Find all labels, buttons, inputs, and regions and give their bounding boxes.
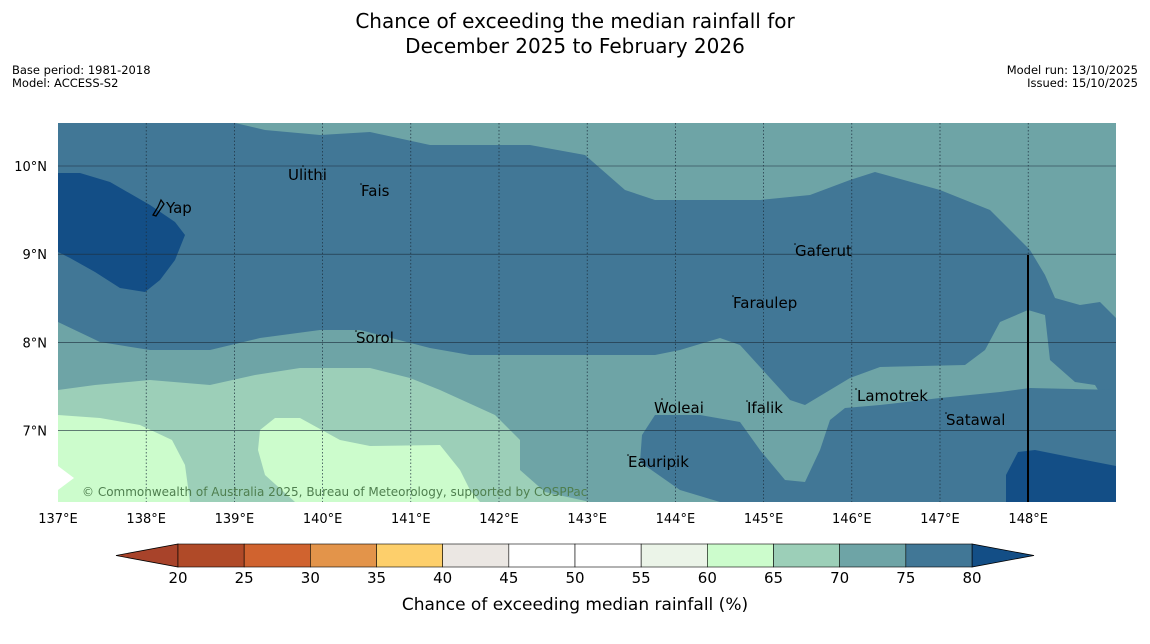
meta-right: Model run: 13/10/2025 Issued: 15/10/2025 xyxy=(1007,64,1138,90)
place-dot-woleai xyxy=(661,398,663,400)
lon-tick-label: 148°E xyxy=(1008,512,1048,527)
colorbar-under-arrow xyxy=(115,543,179,568)
place-lamotrek: Lamotrek xyxy=(857,387,928,405)
chart-title: Chance of exceeding the median rainfall … xyxy=(0,9,1150,59)
colorbar-tick-label: 20 xyxy=(168,569,187,587)
base-period: Base period: 1981-2018 xyxy=(12,63,151,77)
colorbar-swatch xyxy=(310,543,377,568)
colorbar-tick-label: 25 xyxy=(235,569,254,587)
lat-tick-label: 8°N xyxy=(23,336,48,351)
region-60-65-west xyxy=(58,415,190,502)
title-line-2: December 2025 to February 2026 xyxy=(405,34,745,58)
place-eauripik: Eauripik xyxy=(628,453,689,471)
colorbar: 20 25 30 35 40 45 50 55 60 65 70 75 80 xyxy=(115,543,1035,587)
colorbar-swatch xyxy=(442,543,510,568)
place-fais: Fais xyxy=(361,182,390,200)
colorbar-tick-label: 55 xyxy=(632,569,651,587)
place-ulithi: Ulithi xyxy=(288,166,327,184)
place-dot-lamotrek-2 xyxy=(941,398,943,400)
place-dot-ifalik xyxy=(746,400,748,402)
colorbar-swatch xyxy=(376,543,443,568)
latitude-ticks: 10°N 9°N 8°N 7°N xyxy=(14,160,47,440)
colorbar-swatch xyxy=(243,543,311,568)
region-over-80-east xyxy=(1006,450,1116,502)
lon-tick-label: 145°E xyxy=(744,512,784,527)
place-yap: Yap xyxy=(165,199,192,217)
lat-tick-label: 7°N xyxy=(23,425,48,440)
colorbar-swatch xyxy=(574,543,642,568)
region-75-80-south xyxy=(640,388,1116,502)
lon-tick-label: 142°E xyxy=(479,512,519,527)
copyright-text: © Commonwealth of Australia 2025, Bureau… xyxy=(82,485,587,499)
place-dot-fais xyxy=(360,183,362,185)
lon-tick-label: 144°E xyxy=(656,512,696,527)
colorbar-tick-label: 40 xyxy=(433,569,452,587)
title-line-1: Chance of exceeding the median rainfall … xyxy=(355,9,795,33)
colorbar-label: Chance of exceeding median rainfall (%) xyxy=(402,595,748,615)
place-faraulep: Faraulep xyxy=(733,294,797,312)
lon-tick-label: 138°E xyxy=(126,512,166,527)
colorbar-swatch xyxy=(707,543,774,568)
colorbar-swatch xyxy=(905,543,973,568)
model-name: Model: ACCESS-S2 xyxy=(12,76,119,90)
lat-tick-label: 9°N xyxy=(23,248,48,263)
place-dot-satawal xyxy=(945,412,947,414)
lon-tick-label: 140°E xyxy=(303,512,343,527)
colorbar-swatch xyxy=(177,543,245,568)
place-ifalik: Ifalik xyxy=(747,399,783,417)
colorbar-tick-label: 30 xyxy=(301,569,320,587)
colorbar-tick-label: 80 xyxy=(962,569,981,587)
colorbar-tick-label: 45 xyxy=(499,569,518,587)
place-dot-faraulep xyxy=(732,295,734,297)
colorbar-swatch xyxy=(773,543,840,568)
colorbar-tick-label: 35 xyxy=(367,569,386,587)
region-60-65-central xyxy=(258,418,480,502)
place-sorol: Sorol xyxy=(356,329,394,347)
place-labels: Yap Ulithi Fais Gaferut Faraulep Sorol W… xyxy=(165,165,1005,471)
colorbar-tick-label: 75 xyxy=(896,569,915,587)
meta-left: Base period: 1981-2018 Model: ACCESS-S2 xyxy=(12,64,151,90)
colorbar-over-arrow xyxy=(971,543,1035,568)
issued-date: Issued: 15/10/2025 xyxy=(1027,76,1138,90)
lon-tick-label: 139°E xyxy=(215,512,255,527)
region-50-55 xyxy=(58,466,74,490)
yap-island-icon xyxy=(152,198,165,217)
colorbar-tick-label: 60 xyxy=(698,569,717,587)
region-over-80-west xyxy=(58,173,185,292)
place-dot-eauripik xyxy=(627,454,629,456)
colorbar-tick-label: 65 xyxy=(764,569,783,587)
map-area: Yap Ulithi Fais Gaferut Faraulep Sorol W… xyxy=(58,123,1116,502)
lon-tick-label: 141°E xyxy=(391,512,431,527)
colorbar-swatch xyxy=(839,543,907,568)
place-woleai: Woleai xyxy=(654,399,704,417)
longitude-ticks: 137°E 138°E 139°E 140°E 141°E 142°E 143°E 144°E… xyxy=(38,512,1048,527)
model-run: Model run: 13/10/2025 xyxy=(1006,63,1138,77)
lon-tick-label: 147°E xyxy=(920,512,960,527)
colorbar-swatch xyxy=(640,543,708,568)
place-dot-ulithi xyxy=(302,165,304,167)
colorbar-swatch xyxy=(508,543,576,568)
place-dot-gaferut xyxy=(794,243,796,245)
lon-tick-label: 146°E xyxy=(832,512,872,527)
place-dot-sorol xyxy=(355,330,357,332)
place-dot-lamotrek xyxy=(855,388,857,390)
place-satawal: Satawal xyxy=(946,411,1005,429)
gridlines xyxy=(58,123,1116,502)
lat-tick-label: 10°N xyxy=(14,160,47,175)
lon-tick-label: 143°E xyxy=(567,512,607,527)
lon-tick-label: 137°E xyxy=(38,512,78,527)
colorbar-tick-label: 50 xyxy=(565,569,584,587)
place-gaferut: Gaferut xyxy=(795,242,852,260)
colorbar-tick-label: 70 xyxy=(830,569,849,587)
